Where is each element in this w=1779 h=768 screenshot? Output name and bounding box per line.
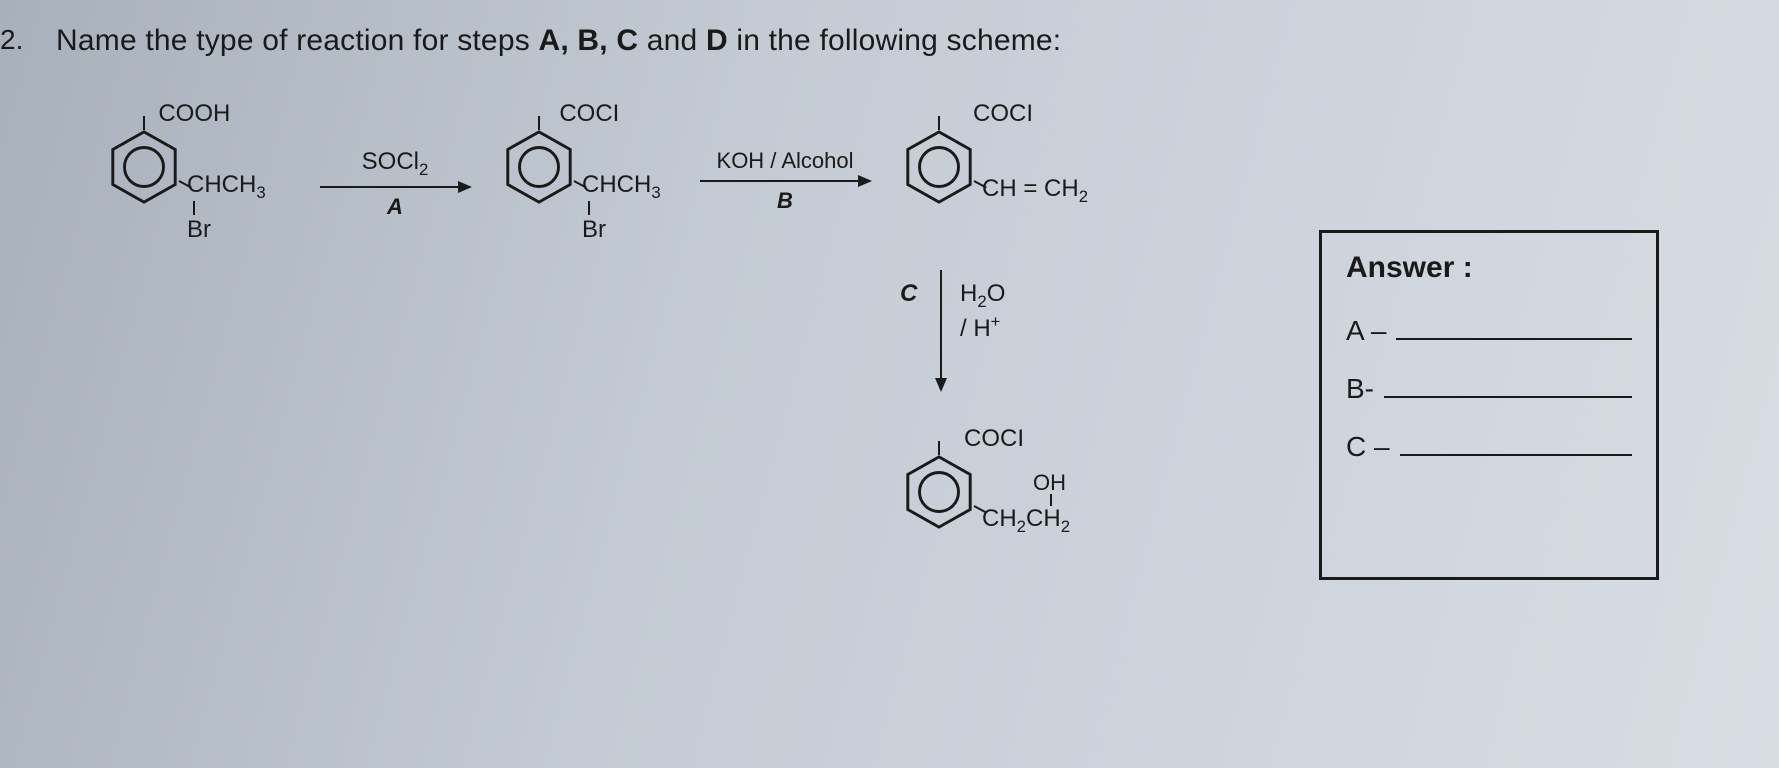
s4-side: OH CH2CH2 [982, 471, 1070, 536]
s3-side-sub: 2 [1079, 187, 1088, 206]
q-text-pre: Name the type of reaction for steps [56, 24, 538, 57]
s2-below: Br [582, 217, 661, 242]
s2-side-main: CHCH [582, 171, 651, 198]
benzene-ring-icon [500, 128, 578, 206]
arrow-a: SOCl2 A [320, 148, 470, 188]
benzene-ring-icon [105, 128, 183, 206]
reaction-scheme: COOH CHCH3 Br SOCl2 A COCI [60, 90, 1180, 650]
arrow-c-r2: 2 [977, 292, 986, 311]
arrow-a-reagent: SOCl2 [320, 148, 470, 180]
structure-2: COCI CHCH3 Br [500, 100, 661, 243]
s3-top: COCI [918, 100, 1088, 128]
answer-blank-a[interactable] [1396, 338, 1632, 340]
s4-side-sub: 2 [1061, 517, 1070, 536]
question-page: 2. Name the type of reaction for steps A… [0, 0, 1779, 768]
s3-side: CH = CH2 [982, 176, 1088, 205]
arrow-c-label: C [900, 280, 917, 308]
answer-label-c: C – [1346, 431, 1390, 463]
answer-row-c: C – [1346, 431, 1632, 463]
arrow-b: KOH / Alcohol B [700, 148, 870, 188]
answer-row-b: B- [1346, 373, 1632, 405]
structure-1: COOH CHCH3 Br [105, 100, 266, 243]
answer-blank-c[interactable] [1400, 454, 1632, 456]
s4-top: COCI [918, 425, 1070, 453]
answer-label-b: B- [1346, 373, 1374, 405]
answer-label-a: A – [1346, 315, 1386, 347]
structure-3: COCI CH = CH2 [900, 100, 1088, 206]
arrow-c-reagent: H2O / H+ [960, 280, 1005, 343]
q-text-mid: and [638, 24, 706, 57]
s4-side-presub: 2 [1017, 517, 1026, 536]
arrow-b-label: B [700, 188, 870, 214]
arrow-c: C H2O / H+ [940, 270, 942, 390]
q-bold-2: D [706, 24, 728, 57]
arrow-b-reagent: KOH / Alcohol [700, 148, 870, 174]
s1-side-sub: 3 [256, 183, 265, 202]
answer-blank-b[interactable] [1384, 396, 1632, 398]
s1-side-main: CHCH [187, 171, 256, 198]
benzene-ring-icon [900, 453, 978, 531]
structure-4: COCI OH CH2CH2 [900, 425, 1070, 536]
arrow-a-reagent-sub: 2 [419, 160, 428, 179]
question-number: 2. [0, 24, 23, 56]
s1-below: Br [187, 217, 266, 242]
q-text-post: in the following scheme: [728, 24, 1062, 57]
answer-row-a: A – [1346, 315, 1632, 347]
arrow-c-r4: + [991, 312, 1001, 331]
s2-side: CHCH3 Br [582, 172, 661, 243]
benzene-ring-icon [900, 128, 978, 206]
arrow-a-label: A [320, 194, 470, 220]
s3-side-main: CH = CH [982, 175, 1079, 202]
s1-side: CHCH3 Br [187, 172, 266, 243]
s2-side-sub: 3 [651, 183, 660, 202]
s4-side-pre: CH [982, 505, 1017, 532]
answer-title: Answer : [1346, 251, 1632, 285]
s4-side-main: CH [1026, 505, 1061, 532]
arrow-c-r1: H [960, 280, 977, 307]
s4-oh: OH [982, 471, 1066, 494]
q-bold-1: A, B, C [538, 24, 638, 57]
answer-box: Answer : A – B- C – [1319, 230, 1659, 580]
arrow-a-reagent-text: SOCl [362, 148, 419, 175]
question-text: Name the type of reaction for steps A, B… [56, 24, 1061, 58]
